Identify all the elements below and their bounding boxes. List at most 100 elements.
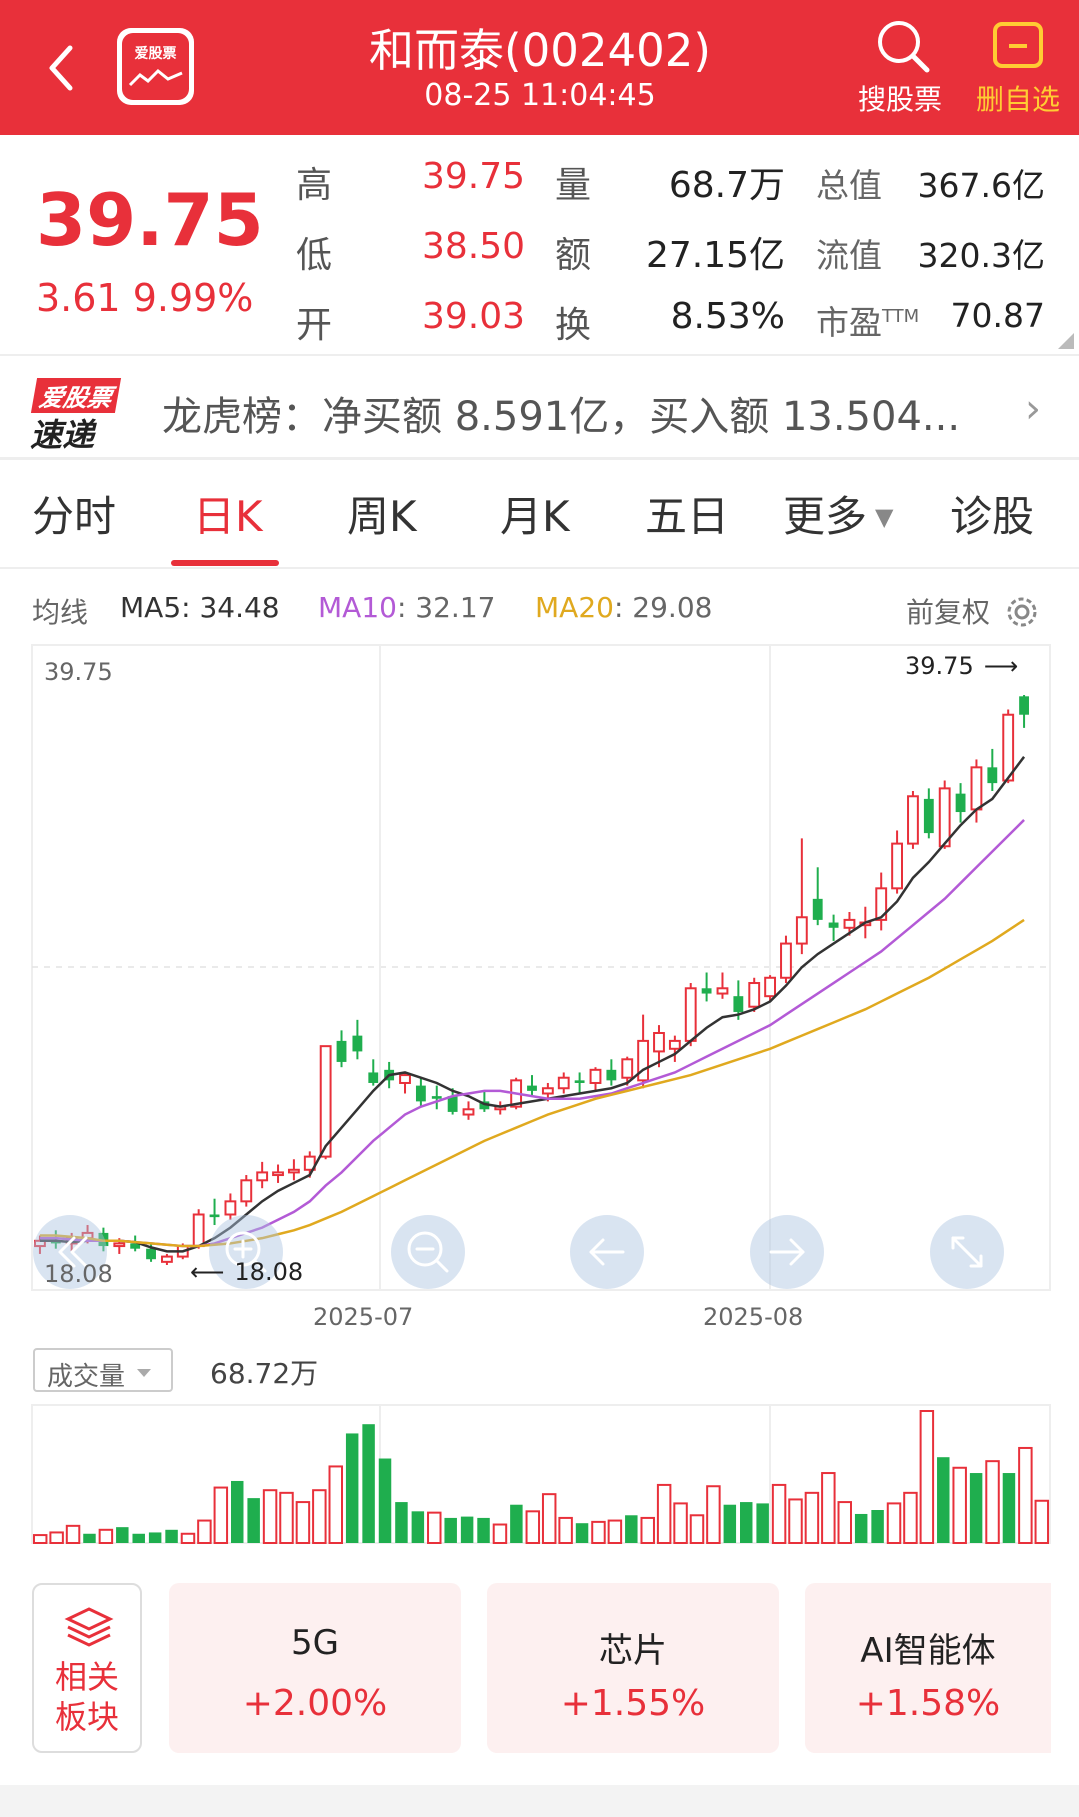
- volume-bar: [723, 1504, 737, 1543]
- candle: [955, 783, 966, 823]
- candle: [399, 1072, 411, 1094]
- low-label: 低: [296, 235, 333, 276]
- pe-label: 市盈TTM: [816, 303, 920, 342]
- volume-bar: [213, 1486, 229, 1544]
- ma-line-ma5: [39, 756, 1026, 1253]
- volume-bar: [575, 1523, 589, 1543]
- tab-weekly-k[interactable]: 周K: [347, 492, 417, 541]
- candles: [34, 695, 1029, 1265]
- volume-bar: [395, 1502, 408, 1543]
- tab-diagnose[interactable]: 诊股: [950, 492, 1035, 541]
- candle: [621, 1056, 634, 1086]
- volume-bar: [362, 1424, 375, 1543]
- chart-controls: [33, 1215, 1004, 1289]
- volume-bar: [262, 1489, 278, 1544]
- volume-bar: [625, 1515, 638, 1543]
- volume-bar: [525, 1510, 541, 1544]
- volume-indicator-value: 68.72万: [210, 1357, 319, 1390]
- ma5-value: MA5: 34.48: [120, 591, 280, 624]
- lhb-logo: 爱股票 速递: [28, 376, 132, 454]
- volume-value: 68.7万: [668, 165, 785, 206]
- high-value: 39.75: [421, 156, 525, 197]
- volume-bar: [180, 1532, 196, 1544]
- amount-value: 27.15亿: [645, 235, 785, 276]
- indicator-dropdown[interactable]: 成交量: [33, 1348, 173, 1392]
- scroll-left-icon[interactable]: [570, 1215, 644, 1289]
- high-label: 高: [296, 165, 333, 206]
- chart-grid: [31, 644, 1051, 1291]
- candle: [716, 972, 729, 999]
- candle: [415, 1077, 426, 1107]
- candle: [209, 1198, 220, 1226]
- volume-bar: [197, 1519, 212, 1544]
- volume-bar: [837, 1501, 852, 1544]
- volume-bar: [756, 1503, 769, 1543]
- zoom-out-icon[interactable]: [391, 1215, 465, 1289]
- sector-card-chip[interactable]: 芯片 +1.55%: [487, 1583, 779, 1753]
- volume-bar: [295, 1501, 311, 1544]
- open-label: 开: [296, 305, 333, 346]
- candle: [224, 1193, 237, 1220]
- chevron-right-icon[interactable]: ›: [1025, 386, 1041, 432]
- volume-bar: [312, 1489, 327, 1544]
- zoom-in-icon[interactable]: [209, 1215, 283, 1289]
- volume-bar: [788, 1498, 803, 1545]
- candle: [287, 1159, 300, 1181]
- candle: [637, 1014, 650, 1089]
- candle: [701, 972, 712, 1002]
- candle: [764, 975, 777, 1002]
- kline-chart[interactable]: [0, 640, 1079, 1330]
- candle: [479, 1090, 490, 1112]
- volume-bar: [854, 1513, 868, 1543]
- volume-bar: [871, 1510, 884, 1543]
- tab-monthly-k[interactable]: 月K: [500, 492, 570, 541]
- volume-bar: [116, 1527, 129, 1543]
- candle: [574, 1072, 585, 1094]
- tab-daily-k[interactable]: 日K: [193, 492, 263, 541]
- volume-chart: [31, 1404, 1051, 1545]
- back-button[interactable]: [40, 38, 88, 98]
- scroll-left-fast-icon[interactable]: [33, 1215, 107, 1289]
- tab-intraday[interactable]: 分时: [32, 492, 117, 541]
- stock-title: 和而泰(002402): [369, 24, 711, 77]
- market-cap-label: 总值: [816, 166, 882, 205]
- candle: [161, 1253, 173, 1265]
- remove-watchlist-button[interactable]: 删自选: [963, 16, 1073, 121]
- volume-bar: [378, 1458, 392, 1543]
- expand-corner-icon[interactable]: [1058, 333, 1074, 349]
- volume-bar: [345, 1433, 359, 1543]
- search-stock-button[interactable]: 搜股票: [845, 16, 955, 121]
- volume-bar: [919, 1410, 935, 1544]
- candle: [1019, 695, 1029, 728]
- sector-name: 5G: [291, 1623, 339, 1663]
- ma20-value: MA20: 29.08: [535, 591, 713, 624]
- back-icon: [49, 45, 73, 91]
- tab-five-day[interactable]: 五日: [645, 492, 730, 541]
- dragon-tiger-list-summary[interactable]: 龙虎榜：净买额 8.591亿，买入额 13.504...: [162, 394, 961, 440]
- search-label: 搜股票: [857, 83, 942, 116]
- volume-bar: [1018, 1446, 1033, 1544]
- candle: [589, 1067, 602, 1091]
- candle: [812, 867, 823, 926]
- volume-bar: [740, 1502, 753, 1543]
- volume-bar: [328, 1465, 343, 1544]
- sector-card-5g[interactable]: 5G +2.00%: [169, 1583, 461, 1753]
- volume-bar: [231, 1480, 244, 1543]
- scroll-right-icon[interactable]: [750, 1215, 824, 1289]
- ma-lines: [39, 756, 1026, 1253]
- sector-card-ai-agent[interactable]: AI智能体 +1.58%: [805, 1583, 1051, 1753]
- quote-datetime: 08-25 11:04:45: [424, 78, 656, 113]
- fullscreen-icon[interactable]: [930, 1215, 1004, 1289]
- volume-bar: [279, 1491, 294, 1544]
- price-adjust-toggle[interactable]: 前复权: [906, 591, 1039, 631]
- turnover-value: 8.53%: [670, 296, 785, 337]
- candle: [98, 1227, 109, 1252]
- tab-more[interactable]: 更多 ▼: [783, 492, 894, 541]
- related-sectors-button[interactable]: 相关 板块: [32, 1583, 142, 1753]
- app-logo: 爱股票: [117, 28, 194, 105]
- volume-bar: [937, 1457, 950, 1543]
- candle: [907, 791, 919, 849]
- divider: [0, 354, 1079, 356]
- candle: [240, 1175, 253, 1207]
- price-change: 3.61 9.99%: [36, 276, 254, 320]
